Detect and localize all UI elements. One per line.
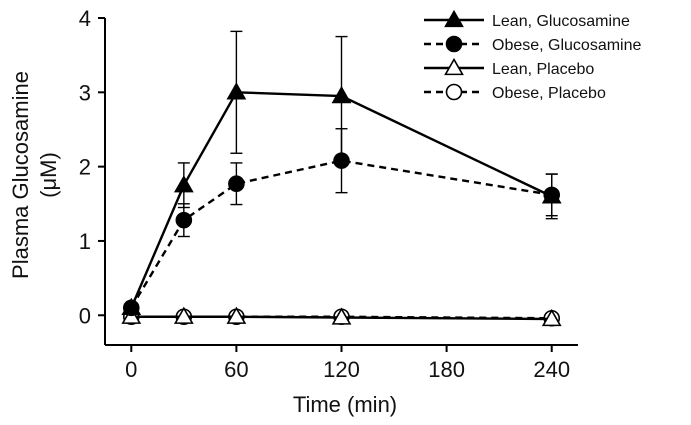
data-point <box>175 211 193 229</box>
legend-marker <box>444 9 464 28</box>
data-point <box>541 186 562 204</box>
data-point <box>121 297 142 316</box>
y-tick-label: 0 <box>79 303 91 328</box>
y-axis-unit: (μM) <box>36 152 61 198</box>
x-tick-label: 180 <box>428 357 465 382</box>
data-point <box>226 306 247 324</box>
series-layer <box>121 30 562 327</box>
legend-marker <box>445 35 463 53</box>
y-tick-label: 1 <box>79 229 91 254</box>
x-axis-label: Time (min) <box>293 392 397 417</box>
legend-marker <box>444 57 464 76</box>
y-axis-label: Plasma Glucosamine <box>8 71 33 279</box>
data-point <box>228 175 245 193</box>
series-0 <box>121 30 562 316</box>
data-point <box>331 307 352 325</box>
legend-label: Obese, Placebo <box>492 85 606 102</box>
y-tick-label: 3 <box>79 80 91 105</box>
x-tick-label: 120 <box>323 357 360 382</box>
y-tick-label: 4 <box>79 6 91 31</box>
legend: Lean, Glucosamine Obese, Glucosamine Lean,… <box>424 9 642 102</box>
x-tick-label: 60 <box>224 357 248 382</box>
x-tick-label: 240 <box>533 357 570 382</box>
legend-label: Obese, Glucosamine <box>492 37 642 54</box>
data-point <box>541 308 562 327</box>
data-point <box>173 306 194 324</box>
ticks: 0 1 2 3 4 0 60 120 180 240 <box>79 6 570 382</box>
legend-label: Lean, Placebo <box>492 61 594 78</box>
y-tick-label: 2 <box>79 155 91 180</box>
series-1 <box>122 128 561 317</box>
x-tick-label: 0 <box>125 357 137 382</box>
legend-marker <box>445 83 463 101</box>
data-point <box>331 85 352 104</box>
data-point <box>226 82 247 100</box>
legend-label: Lean, Glucosamine <box>492 13 630 30</box>
data-point <box>173 175 194 193</box>
